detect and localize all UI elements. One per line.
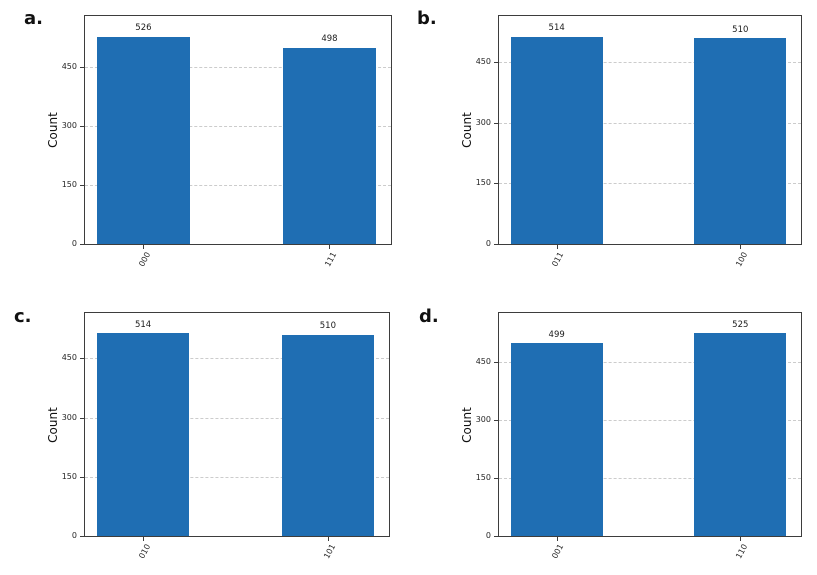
plot-area: 0 150 300 450 514 011 510 100 (476, 15, 802, 268)
x-tick-label: 101 (321, 542, 337, 561)
y-axis-title: Count (460, 406, 474, 443)
x-tick-mark (329, 245, 331, 249)
gridline (499, 478, 801, 480)
y-tick-label: 150 (475, 473, 491, 483)
panel-letter-d: d. (419, 306, 439, 327)
y-axis-title: Count (46, 112, 60, 148)
y-tick-label: 450 (475, 57, 491, 67)
bar-010: 514 (96, 321, 190, 536)
y-tick-mark (494, 362, 498, 364)
y-tick-label: 450 (475, 357, 491, 367)
x-tick-mark (327, 537, 329, 541)
bar-100: 510 (694, 26, 787, 244)
y-axis-title: Count (46, 406, 60, 443)
y-tick-mark (494, 62, 498, 64)
y-tick-label: 150 (61, 471, 77, 481)
y-tick-label: 0 (71, 239, 77, 248)
y-tick-mark (494, 183, 498, 185)
panel-letter-c: c. (14, 306, 32, 327)
x-tick-label: 111 (323, 250, 339, 269)
gridline (499, 420, 801, 422)
y-tick-label: 300 (61, 120, 77, 130)
gridline (85, 417, 389, 419)
x-tick-mark (740, 245, 742, 249)
y-tick-mark (494, 478, 498, 480)
x-tick-label: 100 (734, 250, 750, 269)
x-tick-mark (556, 537, 558, 541)
bar-value-label: 510 (319, 321, 337, 332)
y-tick-mark (494, 244, 498, 245)
y-tick-mark (494, 122, 498, 124)
x-tick-label: 010 (137, 542, 153, 561)
panel-letter-a: a. (24, 8, 43, 29)
bar-111: 498 (282, 35, 377, 244)
bar-001: 499 (510, 331, 603, 536)
y-tick-label: 300 (475, 117, 491, 127)
plot-area: 0 150 300 450 526 000 498 111 (62, 15, 392, 268)
bar-value-label: 514 (134, 319, 152, 330)
bar-110: 525 (694, 321, 787, 536)
plot-area: 0 150 300 450 514 010 510 101 (62, 312, 390, 560)
x-tick-mark (740, 537, 742, 541)
x-tick-label: 110 (734, 542, 750, 561)
x-tick-label: 011 (550, 250, 566, 269)
y-tick-mark (80, 244, 84, 245)
y-tick-label: 450 (61, 353, 77, 363)
x-tick-mark (556, 245, 558, 249)
y-tick-mark (80, 476, 84, 478)
x-tick-label: 000 (137, 250, 153, 269)
y-tick-label: 450 (61, 61, 77, 71)
y-tick-mark (80, 417, 84, 419)
y-tick-label: 150 (61, 179, 77, 189)
gridline (85, 476, 389, 478)
gridline (499, 183, 801, 185)
y-tick-mark (494, 420, 498, 422)
y-tick-mark (80, 358, 84, 360)
bar-value-label: 499 (548, 329, 565, 340)
bar-value-label: 514 (548, 23, 565, 34)
y-tick-label: 0 (71, 531, 77, 540)
gridline (499, 362, 801, 364)
bar-101: 510 (281, 322, 375, 536)
y-axis-title: Count (460, 112, 474, 148)
y-tick-label: 150 (475, 178, 491, 188)
x-tick-label: 001 (550, 542, 566, 561)
y-tick-mark (80, 125, 84, 127)
y-tick-label: 300 (475, 415, 491, 425)
y-tick-label: 0 (485, 531, 491, 540)
y-tick-mark (80, 184, 84, 186)
bar-000: 526 (96, 24, 191, 244)
y-tick-label: 0 (485, 239, 491, 248)
bar-value-label: 510 (732, 24, 749, 35)
gridline (85, 184, 391, 186)
gridline (85, 66, 391, 68)
gridline (85, 358, 389, 360)
y-tick-mark (494, 536, 498, 537)
plot-area: 0 150 300 450 499 001 525 110 (476, 312, 802, 560)
x-tick-mark (143, 537, 145, 541)
bar-011: 514 (510, 24, 603, 244)
bar-value-label: 525 (732, 319, 749, 330)
y-tick-mark (80, 66, 84, 68)
bar-value-label: 498 (321, 34, 338, 45)
gridline (499, 122, 801, 124)
y-tick-mark (80, 536, 84, 537)
y-tick-label: 300 (61, 412, 77, 422)
gridline (85, 125, 391, 127)
x-tick-mark (143, 245, 145, 249)
panel-letter-b: b. (417, 8, 437, 29)
bar-value-label: 526 (135, 23, 152, 34)
gridline (499, 62, 801, 64)
